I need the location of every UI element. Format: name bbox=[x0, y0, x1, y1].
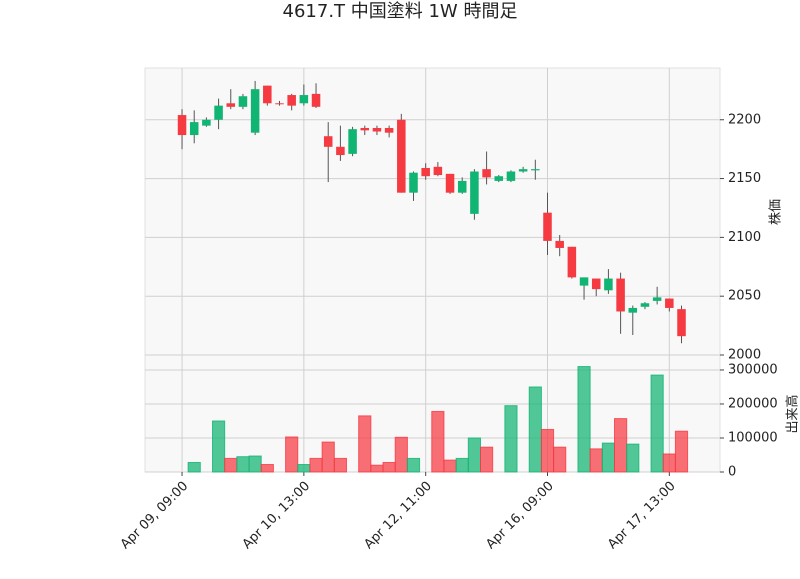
y-tick-label: 2150 bbox=[728, 171, 761, 186]
volume-bar bbox=[627, 444, 639, 472]
candle-body bbox=[604, 279, 613, 291]
candle-body bbox=[300, 95, 309, 103]
candle-body bbox=[324, 136, 333, 147]
candle-body bbox=[263, 86, 272, 104]
volume-bar bbox=[212, 421, 224, 472]
volume-bar bbox=[334, 458, 346, 472]
y-tick-label: 2100 bbox=[728, 230, 761, 245]
volume-bar bbox=[322, 442, 334, 472]
x-tick-label: Apr 17, 13:00 bbox=[605, 479, 678, 552]
chart-title: 4617.T 中国塗料 1W 時間足 bbox=[283, 0, 518, 22]
candle-body bbox=[373, 128, 382, 132]
volume-tick-label: 200000 bbox=[728, 396, 778, 411]
candle-body bbox=[543, 213, 552, 241]
candle-body bbox=[555, 241, 564, 248]
volume-bar bbox=[663, 454, 675, 472]
candle-body bbox=[641, 303, 650, 307]
candle-body bbox=[226, 103, 235, 107]
x-tick-label: Apr 09, 09:00 bbox=[118, 479, 191, 552]
volume-bar bbox=[395, 437, 407, 472]
volume-bar bbox=[310, 458, 322, 472]
candle-body bbox=[421, 168, 430, 176]
candle-body bbox=[409, 173, 418, 193]
volume-tick-label: 300000 bbox=[728, 362, 778, 377]
y-axis-label: 株価 bbox=[769, 199, 784, 225]
candle-body bbox=[653, 297, 662, 301]
volume-bar bbox=[432, 411, 444, 472]
volume-bar bbox=[261, 465, 273, 472]
candle-body bbox=[568, 247, 577, 278]
volume-bar bbox=[554, 447, 566, 472]
candle-body bbox=[202, 120, 211, 126]
candle-body bbox=[446, 174, 455, 193]
candle-body bbox=[361, 128, 370, 130]
candle-body bbox=[629, 308, 638, 313]
x-tick-label: Apr 16, 09:00 bbox=[483, 479, 556, 552]
volume-bar bbox=[249, 456, 261, 472]
candle-body bbox=[531, 169, 540, 170]
y-tick-label: 2000 bbox=[728, 348, 761, 363]
volume-bar bbox=[225, 458, 237, 472]
volume-bar bbox=[444, 460, 456, 472]
candle-body bbox=[336, 147, 345, 155]
candle-body bbox=[677, 309, 686, 336]
candle-body bbox=[592, 279, 601, 290]
x-tick-label: Apr 10, 13:00 bbox=[240, 479, 313, 552]
candle-body bbox=[190, 122, 199, 135]
candle-body bbox=[519, 169, 528, 171]
candle-body bbox=[507, 172, 516, 181]
candle-body bbox=[275, 103, 284, 104]
candle-body bbox=[434, 167, 443, 175]
candle-body bbox=[239, 96, 248, 107]
volume-bar bbox=[286, 437, 298, 472]
volume-bar bbox=[675, 431, 687, 472]
volume-bar bbox=[480, 447, 492, 472]
volume-bar bbox=[505, 406, 517, 472]
volume-tick-label: 100000 bbox=[728, 430, 778, 445]
volume-bar bbox=[615, 419, 627, 472]
y-tick-label: 2200 bbox=[728, 112, 761, 127]
volume-bar bbox=[407, 458, 419, 472]
volume-bar bbox=[456, 458, 468, 472]
candle-body bbox=[665, 299, 674, 308]
volume-bar bbox=[237, 457, 249, 472]
candle-body bbox=[616, 279, 625, 312]
candle-body bbox=[482, 169, 491, 177]
candle-body bbox=[178, 115, 187, 135]
candle-body bbox=[312, 94, 321, 107]
candle-body bbox=[348, 129, 357, 154]
candle-body bbox=[470, 172, 479, 214]
y-tick-label: 2050 bbox=[728, 289, 761, 304]
volume-bar bbox=[529, 387, 541, 472]
volume-bar bbox=[383, 462, 395, 472]
volume-bar bbox=[590, 449, 602, 472]
candle-body bbox=[214, 106, 223, 120]
volume-bar bbox=[371, 465, 383, 472]
volume-bar bbox=[298, 465, 310, 472]
volume-axis-label: 出来高 bbox=[785, 394, 800, 433]
volume-bar bbox=[602, 443, 614, 472]
candle-body bbox=[458, 181, 467, 193]
volume-bar bbox=[359, 416, 371, 472]
candle-body bbox=[287, 95, 296, 106]
volume-tick-label: 0 bbox=[728, 465, 736, 480]
volume-bar bbox=[651, 375, 663, 472]
candle-body bbox=[580, 277, 589, 285]
x-tick-label: Apr 12, 11:00 bbox=[362, 479, 435, 552]
candle-body bbox=[251, 89, 260, 133]
volume-bar bbox=[541, 429, 553, 472]
volume-bar bbox=[468, 438, 480, 472]
volume-bar bbox=[578, 367, 590, 472]
volume-bar bbox=[188, 462, 200, 472]
candle-body bbox=[495, 176, 504, 181]
candle-body bbox=[385, 128, 394, 133]
candle-body bbox=[397, 120, 406, 193]
